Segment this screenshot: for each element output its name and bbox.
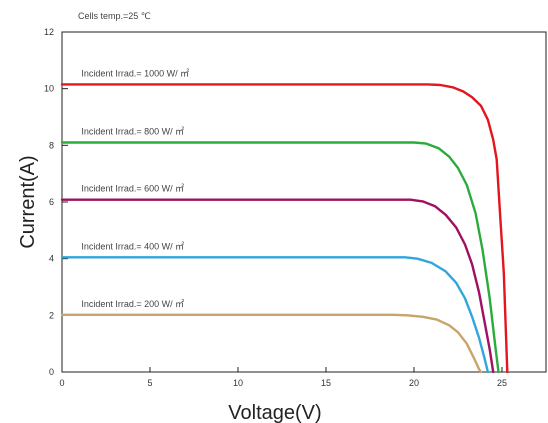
- iv-curve-series-1: [60, 141, 500, 374]
- y-tick-label: 8: [49, 140, 54, 150]
- series-label: Incident Irrad.= 600 W/ ㎡: [81, 184, 184, 194]
- iv-curve-series-4: [60, 313, 483, 374]
- y-tick-label: 2: [49, 310, 54, 320]
- y-tick-label: 0: [49, 367, 54, 377]
- iv-curve-series-3: [60, 256, 490, 374]
- x-tick-label: 5: [147, 378, 152, 388]
- x-tick-label: 20: [409, 378, 419, 388]
- x-tick-label: 15: [321, 378, 331, 388]
- x-tick-label: 10: [233, 378, 243, 388]
- iv-curve-series-2: [60, 198, 495, 374]
- y-axis-ticks: 0 2 4 6 8 10 12: [44, 27, 68, 377]
- temperature-annotation: Cells temp.=25 ℃: [78, 11, 151, 21]
- y-tick-label: 12: [44, 27, 54, 37]
- series-labels: Incident Irrad.= 1000 W/ ㎡ Incident Irrad…: [81, 68, 189, 308]
- x-tick-label: 0: [59, 378, 64, 388]
- series-label: Incident Irrad.= 800 W/ ㎡: [81, 127, 184, 137]
- series-label: Incident Irrad.= 200 W/ ㎡: [81, 299, 184, 309]
- x-axis-title: Voltage(V): [228, 402, 321, 423]
- iv-curve-series-0: [60, 83, 509, 374]
- y-axis-title: Current(A): [17, 155, 39, 248]
- y-tick-label: 6: [49, 197, 54, 207]
- x-tick-label: 25: [497, 378, 507, 388]
- y-tick-label: 10: [44, 84, 54, 94]
- x-axis-ticks: 0 5 10 15 20 25: [59, 367, 507, 388]
- series-label: Incident Irrad.= 1000 W/ ㎡: [81, 68, 189, 78]
- series-lines: [60, 83, 509, 374]
- y-tick-label: 4: [49, 254, 54, 264]
- series-label: Incident Irrad.= 400 W/ ㎡: [81, 241, 184, 251]
